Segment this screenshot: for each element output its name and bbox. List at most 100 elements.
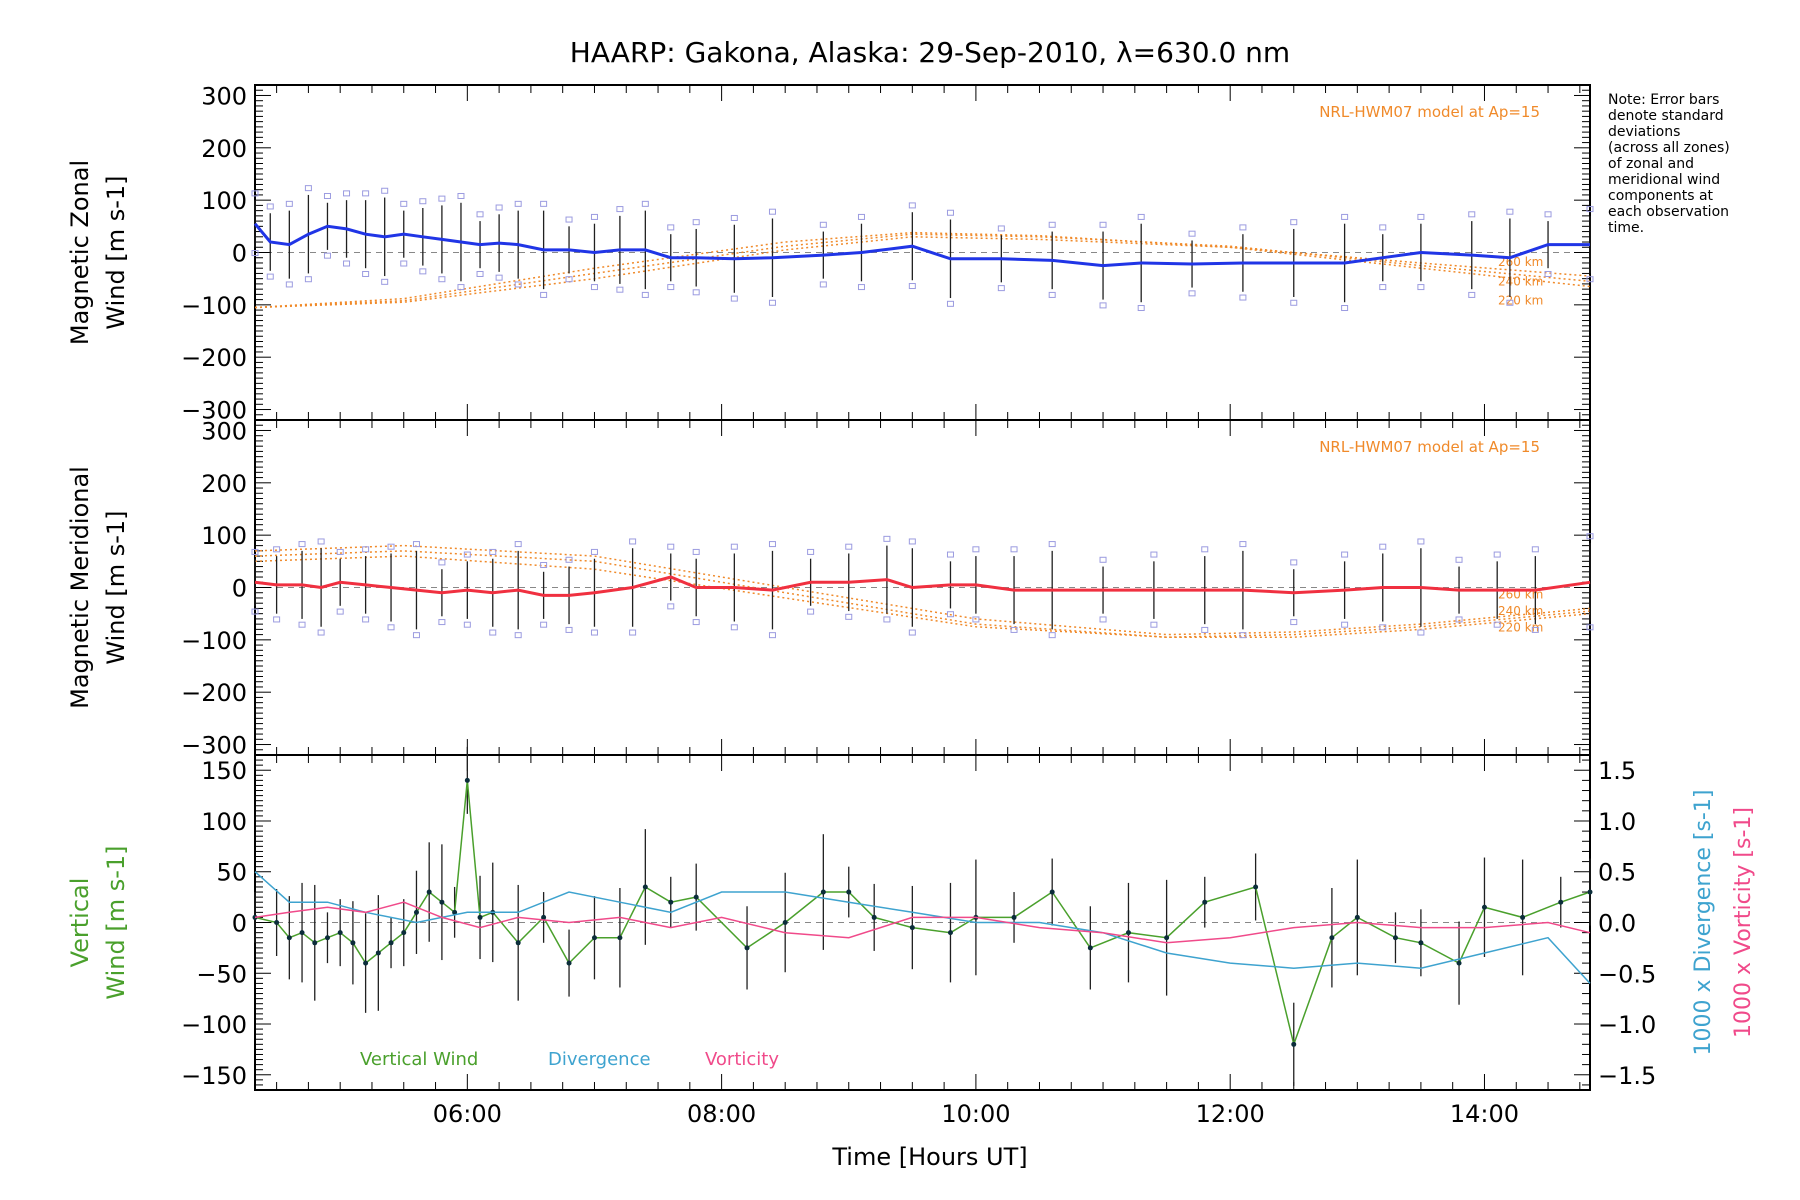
vertical-wind-point — [617, 935, 623, 941]
scatter-point — [514, 541, 522, 548]
scatter-point — [1099, 302, 1107, 309]
scatter-point — [336, 608, 344, 615]
vertical-wind-point — [909, 925, 915, 931]
scatter-point — [400, 260, 408, 267]
vertical-wind-point — [337, 930, 343, 936]
y-tick-label: −100 — [181, 1011, 247, 1039]
scatter-point — [1417, 284, 1425, 291]
vertical-wind-point — [426, 889, 432, 895]
scatter-point — [298, 541, 306, 548]
legend-entry: Vorticity — [705, 1049, 779, 1070]
y-axis-label: Wind [m s-1] — [102, 845, 130, 999]
scatter-point — [304, 276, 312, 283]
scatter-point — [495, 274, 503, 281]
scatter-point — [438, 195, 446, 202]
scatter-point — [768, 208, 776, 215]
scatter-point — [946, 300, 954, 307]
scatter-point — [1493, 621, 1501, 628]
scatter-point — [1290, 299, 1298, 306]
scatter-point — [883, 535, 891, 542]
scatter-point — [1239, 632, 1247, 639]
note-line: time. — [1608, 220, 1644, 236]
y-tick-label: 300 — [201, 82, 247, 110]
vertical-wind-point — [363, 960, 369, 966]
y-tick-label: 300 — [201, 417, 247, 445]
scatter-point — [304, 185, 312, 192]
vertical-wind-point — [324, 935, 330, 941]
vertical-wind-point — [299, 930, 305, 936]
y-tick-label: 50 — [216, 859, 247, 887]
y-tick-label: −50 — [196, 960, 247, 988]
scatter-point — [362, 190, 370, 197]
scatter-point — [845, 543, 853, 550]
scatter-point — [457, 284, 465, 291]
y2-tick-label: −1.5 — [1598, 1062, 1656, 1090]
series-line-0 — [253, 222, 1590, 268]
series-line-2 — [254, 901, 1591, 944]
scatter-point — [1137, 305, 1145, 312]
model-curve — [254, 236, 1591, 309]
y-axis-label: Wind [m s-1] — [102, 175, 130, 329]
vertical-wind-point — [401, 930, 407, 936]
vertical-wind-point — [375, 950, 381, 956]
scatter-point — [1379, 284, 1387, 291]
scatter-point — [1150, 621, 1158, 628]
scatter-point — [1099, 556, 1107, 563]
scatter-point — [1201, 626, 1209, 633]
scatter-point — [730, 214, 738, 221]
scatter-point — [438, 276, 446, 283]
scatter-point — [419, 268, 427, 275]
scatter-point — [908, 629, 916, 636]
scatter-point — [768, 299, 776, 306]
scatter-point — [1531, 546, 1539, 553]
vertical-wind-point — [1456, 960, 1462, 966]
scatter-point — [857, 213, 865, 220]
scatter-point — [1239, 541, 1247, 548]
y-axis-label: Magnetic Zonal — [66, 160, 94, 345]
scatter-point — [514, 200, 522, 207]
scatter-point — [273, 616, 281, 623]
note-line: components at — [1608, 188, 1714, 204]
scatter-point — [343, 190, 351, 197]
scatter-point — [807, 548, 815, 555]
scatter-point — [362, 270, 370, 277]
model-label: NRL-HWM07 model at Ap=15 — [1319, 438, 1540, 456]
scatter-point — [419, 198, 427, 205]
scatter-point — [590, 284, 598, 291]
y-tick-label: −200 — [181, 344, 247, 372]
scatter-point — [1417, 538, 1425, 545]
y-tick-label: 100 — [201, 808, 247, 836]
vertical-wind-point — [1587, 889, 1593, 895]
scatter-point — [692, 219, 700, 226]
vertical-wind-point — [1087, 945, 1093, 951]
scatter-point — [641, 291, 649, 298]
scatter-point — [1468, 291, 1476, 298]
y-tick-label: 200 — [201, 135, 247, 163]
legend-entry: Divergence — [548, 1049, 651, 1070]
scatter-point — [1586, 276, 1594, 283]
scatter-point — [946, 611, 954, 618]
scatter-point — [1586, 206, 1594, 213]
scatter-point — [641, 200, 649, 207]
vertical-wind-point — [1329, 935, 1335, 941]
vertical-wind-point — [1354, 914, 1360, 920]
scatter-point — [251, 608, 259, 615]
scatter-point — [1341, 551, 1349, 558]
scatter-point — [1586, 624, 1594, 631]
vertical-wind-point — [846, 889, 852, 895]
scatter-point — [1341, 305, 1349, 312]
vertical-wind-point — [252, 914, 258, 920]
y-tick-label: 0 — [232, 575, 247, 603]
scatter-point — [908, 538, 916, 545]
series-line-1 — [254, 871, 1591, 984]
scatter-point — [730, 624, 738, 631]
scatter-point — [251, 190, 259, 197]
scatter-point — [285, 281, 293, 288]
scatter-point — [476, 270, 484, 277]
scatter-point — [1455, 556, 1463, 563]
scatter-point — [565, 216, 573, 223]
vertical-wind-point — [1253, 884, 1259, 890]
scatter-point — [768, 541, 776, 548]
